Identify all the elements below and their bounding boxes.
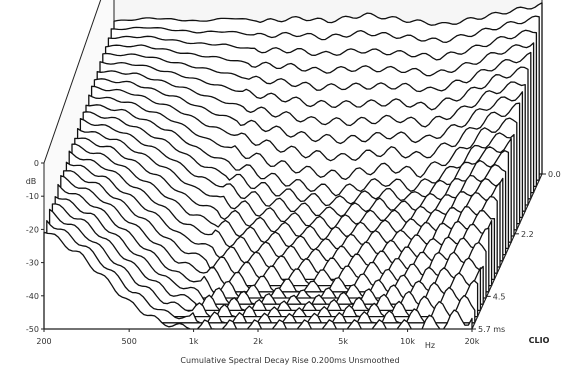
- decay-slice: [54, 196, 484, 305]
- decay-slice: [51, 203, 482, 312]
- axes: 0 -10 -20 -30 -40 -50 200 500 1k 2k 5k 10k 20k 0.0 2.2…: [26, 159, 561, 346]
- y-tick-label: 0: [34, 159, 39, 168]
- z-tick-label: 2.2: [521, 230, 534, 239]
- x-tick-label: 200: [36, 337, 51, 346]
- decay-slice: [43, 231, 473, 330]
- x-tick-label: 20k: [465, 337, 480, 346]
- z-axis-line: [471, 173, 543, 330]
- brand-logo-text: CLIO: [529, 336, 550, 345]
- z-tick-label: 4.5: [493, 292, 506, 301]
- x-tick-label: 1k: [189, 337, 199, 346]
- z-tick-label: 0.0: [548, 170, 561, 179]
- decay-slices: [43, 2, 543, 330]
- chart-caption: Cumulative Spectral Decay Rise 0.200ms U…: [180, 356, 399, 365]
- y-tick-label: -40: [26, 292, 39, 301]
- y-tick-label: -50: [26, 325, 39, 334]
- x-tick-label: 500: [122, 337, 137, 346]
- x-tick-label: 5k: [338, 337, 348, 346]
- y-unit-label: dB: [26, 177, 37, 186]
- x-unit-label: Hz: [425, 341, 435, 350]
- z-tick-label: 5.7 ms: [478, 325, 505, 334]
- y-tick-label: -10: [26, 192, 39, 201]
- y-tick-label: -20: [26, 225, 39, 234]
- x-tick-label: 10k: [400, 337, 415, 346]
- x-tick-label: 2k: [253, 337, 263, 346]
- y-tick-label: -30: [26, 259, 39, 268]
